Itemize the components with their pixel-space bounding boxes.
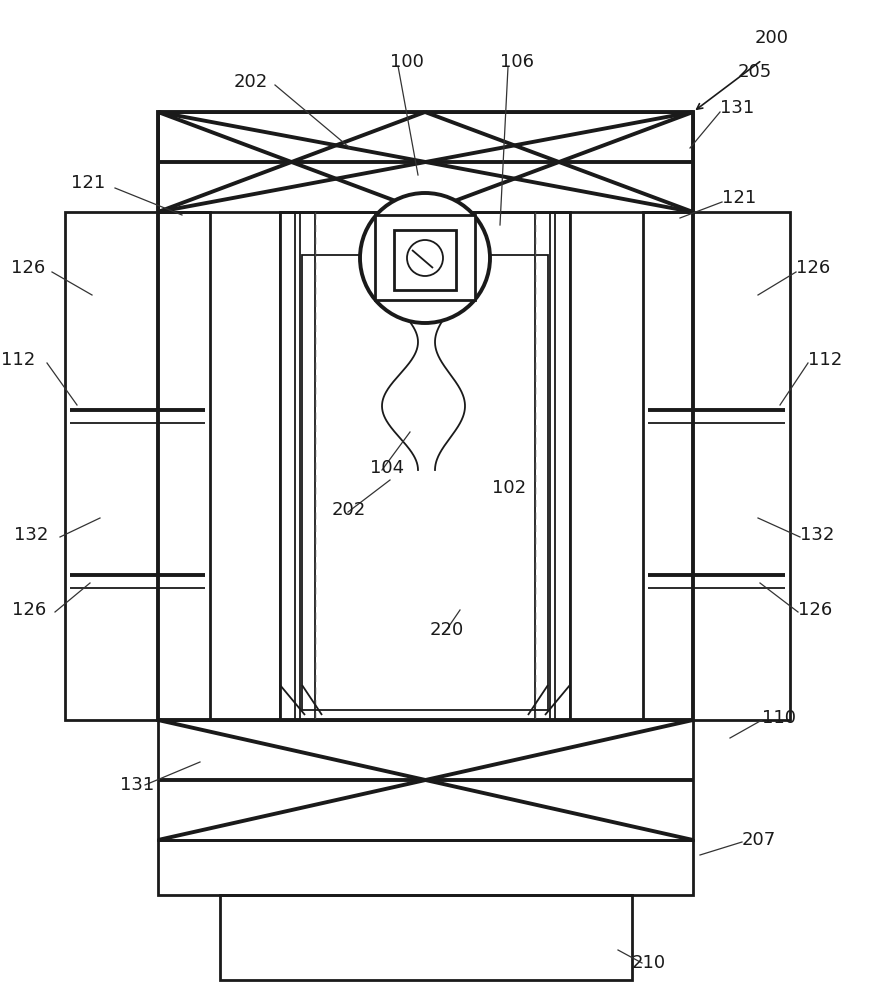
Text: 126: 126 — [12, 601, 46, 619]
Bar — [642, 212, 789, 720]
Circle shape — [407, 240, 443, 276]
Text: 112: 112 — [807, 351, 841, 369]
Text: 126: 126 — [11, 259, 45, 277]
Text: 220: 220 — [429, 621, 464, 639]
Text: 200: 200 — [755, 29, 789, 47]
Text: 131: 131 — [719, 99, 754, 117]
Circle shape — [359, 193, 489, 323]
Text: 121: 121 — [721, 189, 755, 207]
Text: 102: 102 — [492, 479, 526, 497]
Bar — [158, 112, 692, 720]
Text: 121: 121 — [71, 174, 105, 192]
Bar — [65, 212, 210, 720]
Bar — [280, 212, 569, 720]
Text: 110: 110 — [761, 709, 795, 727]
Bar — [158, 720, 692, 840]
Text: 132: 132 — [13, 526, 48, 544]
Text: 132: 132 — [799, 526, 833, 544]
Text: 207: 207 — [741, 831, 775, 849]
Bar — [299, 212, 315, 720]
Text: 202: 202 — [233, 73, 267, 91]
Text: 100: 100 — [390, 53, 424, 71]
Text: 126: 126 — [797, 601, 831, 619]
Bar — [220, 895, 631, 980]
Text: 106: 106 — [500, 53, 534, 71]
Text: 131: 131 — [120, 776, 154, 794]
Bar — [158, 840, 692, 895]
Bar — [280, 212, 295, 720]
Text: 202: 202 — [332, 501, 366, 519]
Bar — [158, 112, 692, 212]
Text: 126: 126 — [795, 259, 830, 277]
Bar — [393, 230, 455, 290]
Bar — [375, 215, 475, 300]
Text: 205: 205 — [738, 63, 772, 81]
Text: 112: 112 — [1, 351, 35, 369]
Bar — [554, 212, 569, 720]
Bar — [535, 212, 550, 720]
Text: 104: 104 — [369, 459, 404, 477]
Bar — [301, 255, 547, 710]
Text: 210: 210 — [631, 954, 665, 972]
